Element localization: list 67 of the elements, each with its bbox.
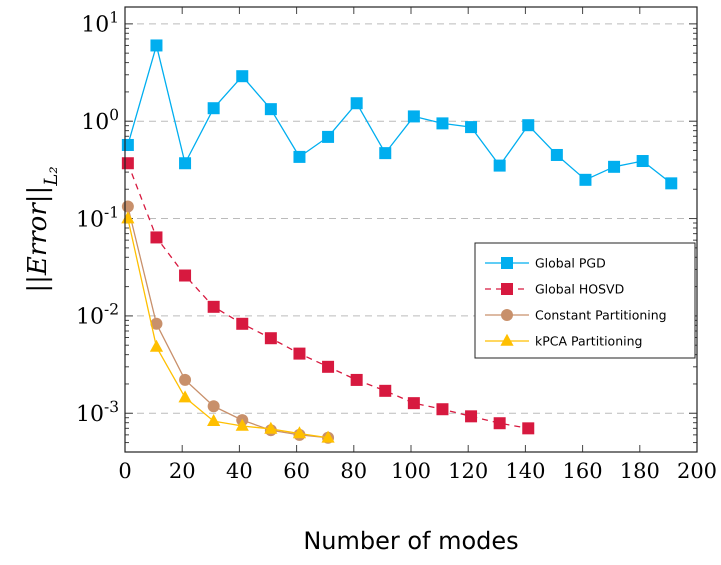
point bbox=[436, 403, 448, 416]
y-tick-label: 10$^{-3}$ bbox=[76, 398, 119, 427]
point bbox=[436, 117, 448, 130]
point bbox=[207, 414, 220, 426]
point bbox=[264, 422, 278, 434]
point bbox=[494, 160, 506, 172]
point bbox=[179, 157, 192, 170]
x-tick-label: 20 bbox=[168, 459, 196, 483]
point bbox=[293, 150, 306, 163]
point bbox=[264, 332, 277, 344]
point bbox=[150, 318, 162, 330]
point bbox=[322, 130, 334, 143]
point bbox=[350, 374, 363, 386]
point bbox=[293, 348, 306, 360]
point bbox=[150, 231, 162, 244]
point bbox=[608, 160, 620, 173]
point bbox=[379, 384, 392, 397]
point bbox=[236, 418, 249, 431]
point bbox=[636, 155, 649, 168]
point bbox=[550, 148, 563, 161]
point bbox=[522, 119, 534, 132]
point bbox=[292, 426, 306, 438]
point bbox=[665, 177, 678, 190]
x-tick-label: 100 bbox=[390, 459, 432, 483]
point bbox=[122, 138, 134, 151]
y-tick-label: 10$^{-1}$ bbox=[76, 203, 119, 232]
point bbox=[465, 121, 478, 134]
x-tick-label: 40 bbox=[226, 459, 253, 483]
x-tick-label: 60 bbox=[283, 459, 310, 483]
point bbox=[379, 147, 392, 160]
point bbox=[408, 110, 420, 122]
x-tick-label: 160 bbox=[562, 459, 603, 483]
point bbox=[178, 390, 192, 402]
point bbox=[122, 157, 134, 170]
point bbox=[322, 360, 334, 373]
point bbox=[179, 374, 192, 386]
point bbox=[522, 422, 534, 434]
point bbox=[465, 410, 478, 422]
point bbox=[150, 39, 162, 52]
point bbox=[122, 200, 134, 213]
point bbox=[208, 300, 220, 313]
x-axis-title: Number of modes bbox=[303, 527, 519, 555]
legend-label: kPCA Partitioning bbox=[535, 333, 642, 348]
x-tick-label: 180 bbox=[620, 459, 660, 483]
x-tick-label: 140 bbox=[505, 459, 546, 483]
point bbox=[179, 270, 192, 282]
legend-label: Global PGD bbox=[535, 255, 606, 270]
x-tick-label: 0 bbox=[118, 459, 132, 483]
point bbox=[264, 103, 277, 116]
x-tick-label: 200 bbox=[676, 459, 718, 483]
legend-label: Global HOSVD bbox=[535, 281, 624, 296]
y-tick-label: 10$^{0}$ bbox=[81, 106, 119, 135]
point bbox=[208, 400, 220, 412]
x-tick-label: 120 bbox=[448, 459, 488, 483]
point bbox=[579, 174, 592, 186]
legend-label: Constant Partitioning bbox=[535, 307, 667, 322]
x-tick-label: 80 bbox=[340, 459, 368, 483]
point bbox=[150, 340, 164, 352]
point bbox=[350, 97, 363, 110]
point bbox=[236, 318, 248, 330]
y-tick-label: 10$^{-2}$ bbox=[76, 300, 119, 330]
point bbox=[208, 102, 220, 114]
point bbox=[236, 70, 248, 82]
point bbox=[494, 417, 506, 430]
point bbox=[408, 397, 420, 410]
point bbox=[121, 211, 134, 224]
y-tick-label: 10$^{1}$ bbox=[81, 8, 119, 38]
